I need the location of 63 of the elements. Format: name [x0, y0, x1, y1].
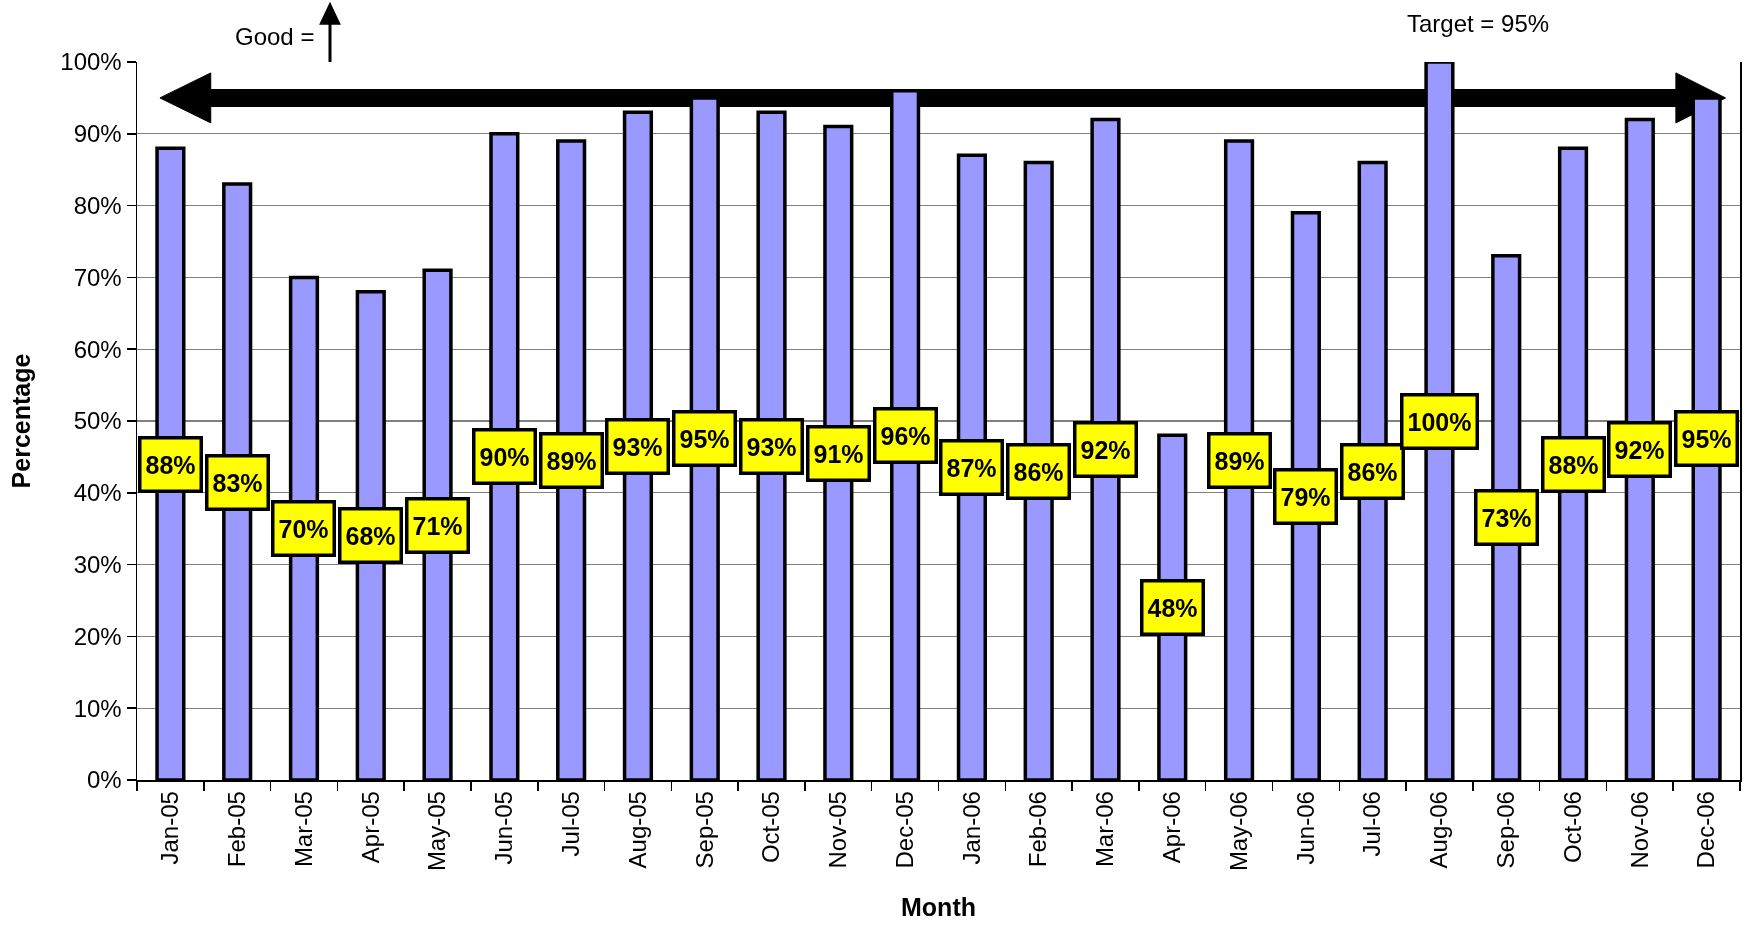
data-label: 89%	[546, 446, 597, 475]
x-tick-label: Mar-06	[1091, 791, 1119, 868]
x-tick-label: Nov-06	[1625, 791, 1653, 869]
x-tick-label: Jun-06	[1291, 791, 1319, 865]
y-tick-label: 20%	[73, 622, 122, 650]
data-label: 79%	[1280, 482, 1331, 511]
x-tick-label: Feb-06	[1024, 791, 1052, 868]
x-tick-label: Aug-05	[623, 791, 651, 869]
data-label: 93%	[746, 432, 797, 461]
text: Good =	[235, 23, 315, 50]
x-tick-label: Jul-06	[1358, 791, 1386, 857]
x-tick-label: Jan-06	[957, 791, 985, 865]
y-tick-label: 70%	[73, 263, 122, 291]
x-axis-title: Month	[901, 892, 976, 921]
data-label: 87%	[946, 453, 997, 482]
y-tick-label: 30%	[73, 551, 122, 578]
x-tick-label: Mar-05	[289, 791, 317, 868]
data-label: 95%	[1681, 424, 1732, 453]
x-tick-label: Oct-06	[1558, 791, 1586, 864]
data-label: 68%	[345, 521, 396, 550]
data-label: 100%	[1407, 407, 1472, 436]
data-label: 73%	[1481, 503, 1532, 532]
x-tick-label: Jul-05	[556, 791, 584, 857]
y-tick-label: 0%	[87, 766, 122, 794]
x-tick-label: May-06	[1224, 791, 1252, 872]
y-tick-label: 50%	[73, 407, 122, 435]
data-label: 86%	[1013, 457, 1064, 486]
data-label: 88%	[145, 450, 196, 479]
x-tick-label: Dec-05	[890, 791, 918, 869]
x-tick-label: Feb-05	[222, 791, 250, 868]
y-tick-label: 90%	[73, 120, 122, 148]
y-tick-label: 100%	[60, 48, 122, 76]
data-label: 86%	[1347, 457, 1398, 486]
x-tick-label: Aug-06	[1425, 791, 1453, 869]
x-tick-label: Sep-05	[690, 791, 718, 869]
data-label: 71%	[412, 511, 463, 540]
y-tick-label: 10%	[73, 694, 122, 722]
x-tick-label: May-05	[423, 791, 451, 872]
data-label: 93%	[612, 432, 663, 461]
x-tick-label: Dec-06	[1692, 791, 1720, 869]
y-tick-label: 60%	[73, 335, 122, 363]
x-tick-label: Jun-05	[490, 791, 518, 865]
x-tick-label: Oct-05	[757, 791, 785, 864]
data-label: 90%	[479, 442, 530, 471]
y-tick-label: 80%	[73, 192, 122, 219]
data-label: 88%	[1548, 450, 1599, 479]
x-tick-label: Jan-05	[156, 791, 184, 865]
data-label: 89%	[1214, 446, 1265, 475]
data-label: 95%	[679, 424, 730, 453]
data-label: 92%	[1614, 435, 1665, 464]
data-label: 96%	[880, 421, 931, 450]
x-tick-label: Sep-06	[1492, 791, 1520, 869]
ref-line-label: Target = 95%	[1407, 10, 1550, 37]
data-label: 83%	[212, 468, 263, 497]
data-label: 91%	[813, 439, 864, 468]
data-label: 48%	[1147, 593, 1198, 622]
x-tick-label: Nov-05	[824, 791, 852, 869]
y-axis-title: Percentage	[7, 353, 36, 489]
y-tick-label: 40%	[73, 479, 122, 507]
x-tick-label: Apr-06	[1158, 791, 1186, 864]
data-label: 70%	[278, 514, 329, 543]
data-label: 92%	[1080, 435, 1131, 464]
x-tick-label: Apr-05	[356, 791, 384, 864]
